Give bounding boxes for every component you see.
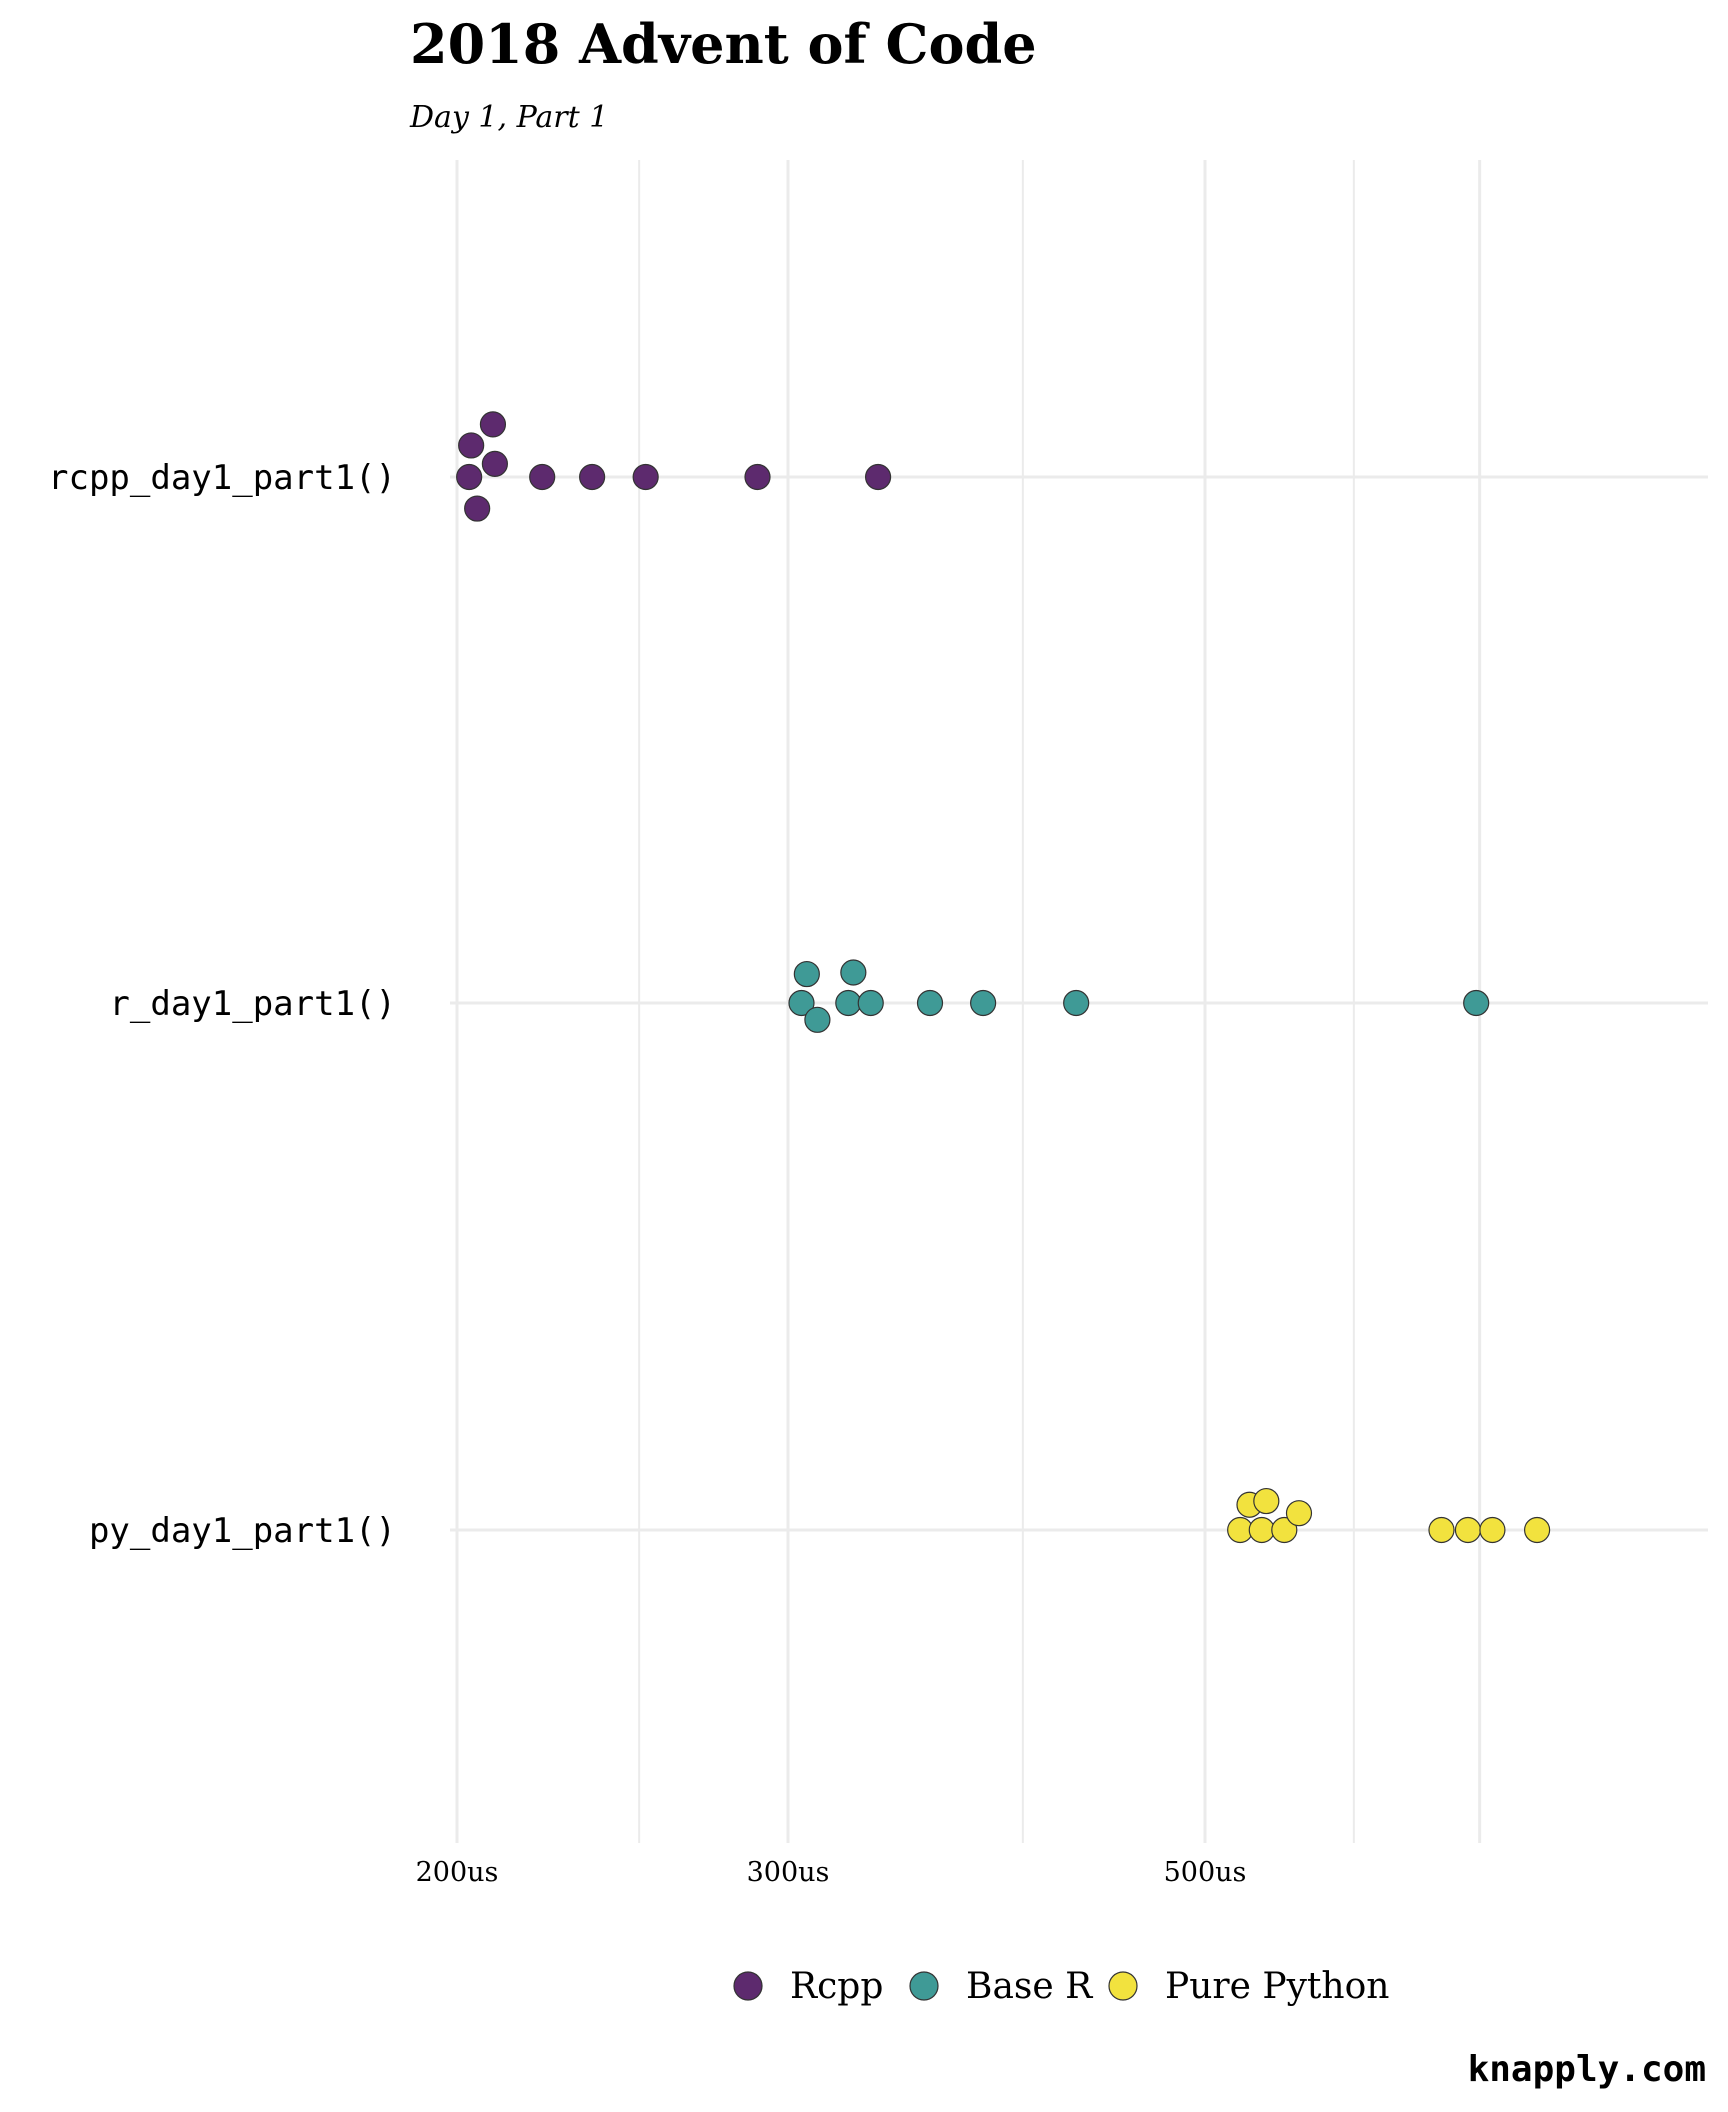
legend-label: Rcpp bbox=[790, 1966, 883, 2007]
data-point bbox=[1428, 1516, 1455, 1544]
data-point bbox=[1463, 989, 1490, 1017]
chart-subtitle: Day 1, Part 1 bbox=[409, 100, 608, 135]
data-point bbox=[804, 1006, 831, 1033]
x-tick-label: 200us bbox=[416, 1857, 499, 1888]
data-point bbox=[456, 463, 483, 491]
point-layer bbox=[456, 411, 1551, 1544]
x-tick-label: 500us bbox=[1164, 1857, 1247, 1888]
x-axis-labels: 200us 300us 500us bbox=[416, 1857, 1247, 1888]
data-point bbox=[840, 959, 867, 986]
data-point bbox=[916, 989, 944, 1017]
data-point bbox=[1248, 1516, 1275, 1544]
legend-key bbox=[909, 1971, 939, 2001]
data-point bbox=[458, 432, 485, 459]
legend-label: Pure Python bbox=[1165, 1966, 1389, 2007]
data-point bbox=[1253, 1487, 1280, 1515]
data-point bbox=[864, 463, 892, 491]
data-point bbox=[970, 989, 997, 1017]
data-point bbox=[481, 450, 508, 477]
data-point bbox=[529, 463, 556, 491]
data-point bbox=[744, 463, 771, 491]
data-point bbox=[464, 495, 491, 522]
caption: knapply.com bbox=[1468, 2049, 1706, 2090]
chart-title: 2018 Advent of Code bbox=[410, 12, 1037, 76]
data-point bbox=[1063, 989, 1090, 1017]
y-tick-label: rcpp_day1_part1() bbox=[48, 458, 396, 498]
data-point bbox=[1285, 1500, 1313, 1527]
legend: Rcpp Base R Pure Python bbox=[733, 1966, 1389, 2007]
data-point bbox=[632, 463, 659, 491]
data-point bbox=[579, 463, 606, 491]
data-point bbox=[835, 989, 862, 1017]
data-point bbox=[1479, 1516, 1506, 1544]
data-point bbox=[788, 989, 815, 1017]
data-point bbox=[793, 960, 820, 988]
y-axis-labels: rcpp_day1_part1() r_day1_part1() py_day1_p… bbox=[48, 458, 396, 1551]
data-point bbox=[1523, 1516, 1551, 1544]
data-point bbox=[1454, 1516, 1482, 1544]
legend-key bbox=[1108, 1971, 1138, 2001]
x-tick-label: 300us bbox=[747, 1857, 830, 1888]
data-point bbox=[857, 989, 884, 1017]
data-point bbox=[479, 411, 507, 438]
data-point bbox=[1271, 1516, 1298, 1544]
legend-label: Base R bbox=[966, 1966, 1093, 2007]
y-tick-label: py_day1_part1() bbox=[89, 1511, 396, 1551]
legend-key bbox=[733, 1971, 763, 2001]
y-tick-label: r_day1_part1() bbox=[109, 984, 396, 1024]
